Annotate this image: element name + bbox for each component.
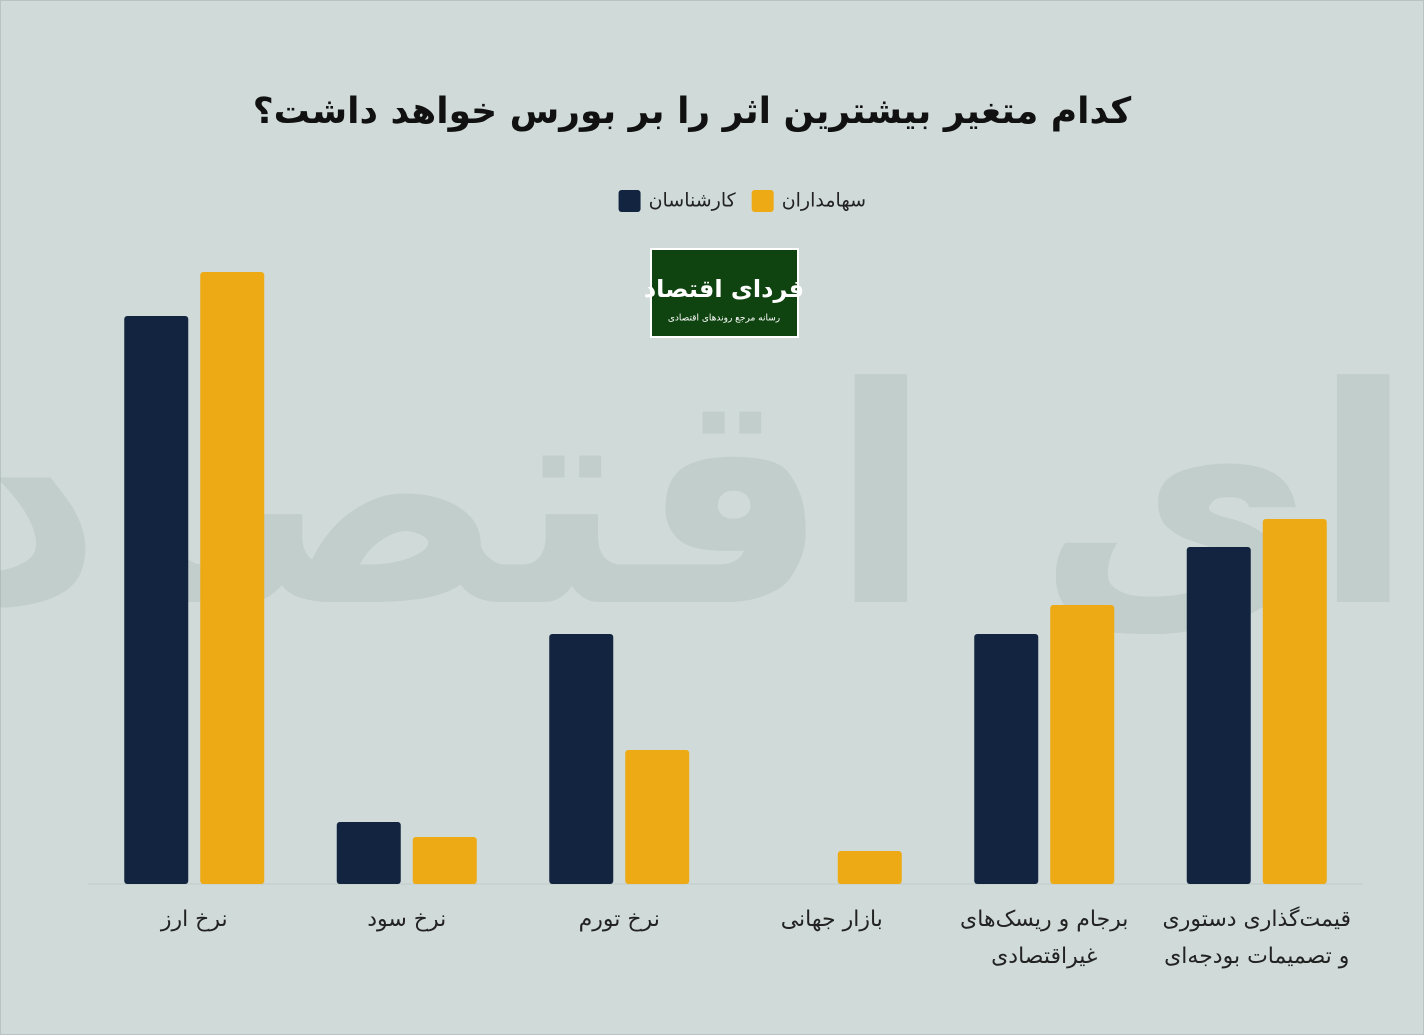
bar [200,272,265,884]
bar [1186,547,1251,884]
bar [336,822,401,884]
x-tick-label: نرخ تورم [579,907,660,932]
legend-label: کارشناسان [649,190,737,212]
legend-swatch [751,190,774,212]
x-tick-label: قیمت‌گذاری دستوری [1162,906,1351,932]
bar [412,837,477,884]
bar [124,316,189,884]
bar [625,750,690,884]
bar [549,634,614,884]
bar [974,634,1039,884]
chart-title: کدام متغیر بیشترین اثر را بر بورس خواهد … [253,91,1132,132]
logo-subtitle: رسانه مرجع روندهای اقتصادی [668,314,780,324]
bar [837,851,902,884]
x-tick-label: غیراقتصادی [991,944,1097,969]
x-tick-label: برجام و ریسک‌های [960,907,1128,932]
logo-box [650,248,799,338]
x-tick-label: نرخ سود [367,907,446,932]
x-tick-label: نرخ ارز [160,907,228,932]
x-tick-label: بازار جهانی [781,907,883,932]
x-tick-label: و تصمیمات بودجه‌ای [1164,944,1349,969]
legend-swatch [618,190,641,212]
bar [1262,519,1327,884]
bar [1050,605,1115,884]
logo-title: فردای اقتصاد [644,275,804,303]
logo: فردای اقتصاد رسانه مرجع روندهای اقتصادی [644,248,804,338]
legend-label: سهامداران [782,190,866,212]
